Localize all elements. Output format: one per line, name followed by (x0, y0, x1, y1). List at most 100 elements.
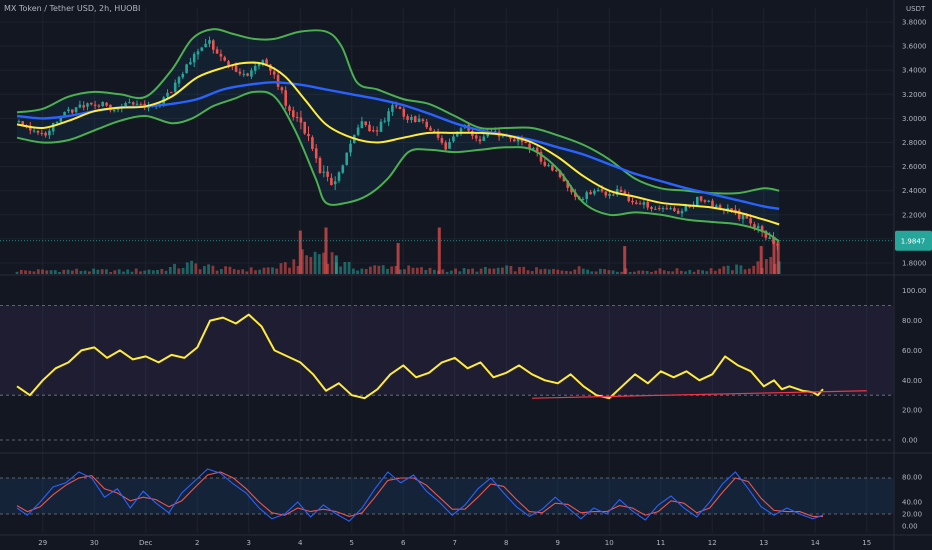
volume-bar (637, 270, 641, 274)
last-price-tag (895, 230, 932, 251)
candle-body (360, 121, 364, 129)
candle-body (421, 119, 425, 121)
volume-bar (228, 266, 232, 274)
candle-body (623, 191, 627, 195)
volume-bar (185, 262, 189, 274)
candle-body (67, 109, 70, 112)
candle-body (261, 60, 265, 64)
volume-bar (713, 270, 717, 274)
volume-bar (735, 264, 738, 274)
volume-bar (505, 265, 509, 274)
volume-bar (633, 271, 636, 274)
candle-body (429, 127, 432, 131)
candle-body (276, 74, 280, 87)
volume-bar (139, 271, 142, 274)
volume-bar (398, 269, 402, 274)
candle-body (745, 215, 749, 219)
volume-bar (62, 269, 66, 274)
candle-body (615, 189, 619, 195)
candle-body (196, 51, 200, 55)
volume-bar (156, 270, 159, 274)
fast-moving-average-line (16, 61, 780, 226)
volume-bar (211, 265, 215, 274)
candle-body (749, 218, 752, 224)
volume-bar (224, 266, 227, 274)
rsi-axis-tick-label: 20.00 (902, 407, 922, 415)
candle-body (349, 143, 352, 153)
volume-bar (313, 251, 317, 274)
volume-bar (403, 269, 406, 274)
volume-bar (339, 266, 342, 274)
candle-body (665, 208, 669, 210)
volume-spike (623, 246, 627, 274)
candle-body (288, 106, 291, 111)
volume-bar (488, 268, 491, 274)
volume-bar (83, 270, 87, 274)
candle-body (764, 230, 768, 238)
bollinger-lower-line (16, 90, 780, 243)
volume-bar (134, 268, 138, 274)
candle-body (82, 105, 85, 108)
volume-bar (262, 267, 266, 274)
volume-bar (518, 267, 521, 274)
candle-body (406, 116, 409, 120)
time-axis-tick-label: 2 (195, 539, 199, 547)
candle-body (284, 90, 287, 106)
candle-body (280, 87, 284, 91)
volume-bar (650, 271, 653, 274)
volume-bar (266, 267, 270, 274)
candle-body (250, 70, 253, 77)
volume-bar (105, 269, 108, 274)
time-axis-tick-label: 5 (350, 539, 354, 547)
candle-body (646, 201, 649, 208)
volume-bar (173, 263, 176, 274)
volume-bar (662, 270, 666, 274)
volume-bar (364, 269, 368, 274)
volume-bar (249, 267, 253, 274)
candle-body (650, 207, 653, 209)
candle-body (413, 116, 417, 122)
volume-bar (113, 270, 117, 274)
volume-bar (207, 264, 210, 274)
volume-bar (194, 263, 198, 274)
volume-spike (772, 236, 776, 274)
volume-bar (684, 271, 687, 274)
volume-bar (117, 269, 121, 274)
candle-body (448, 141, 451, 149)
candle-body (181, 74, 185, 78)
candle-body (707, 200, 710, 202)
time-axis-tick-label: 30 (90, 539, 99, 547)
volume-bar (526, 270, 530, 274)
stochastic-axis-tick-label: 40.00 (902, 499, 922, 507)
candle-body (402, 108, 406, 117)
time-axis-tick-label: 11 (656, 539, 665, 547)
volume-bar (748, 268, 751, 274)
candle-body (71, 109, 74, 113)
candle-body (74, 107, 78, 113)
volume-bar (535, 267, 538, 274)
volume-bar (28, 270, 32, 274)
volume-bar (317, 254, 321, 274)
price-axis-tick-label: 2.4000 (902, 187, 927, 195)
volume-spike (324, 227, 328, 274)
candle-body (474, 135, 478, 139)
candle-body (177, 77, 181, 84)
rsi-axis-tick-label: 80.00 (902, 317, 922, 325)
volume-spike (334, 255, 338, 274)
candle-body (741, 215, 745, 220)
volume-bar (616, 271, 619, 274)
candle-body (711, 200, 714, 208)
candle-body (318, 158, 322, 173)
candle-body (379, 121, 383, 132)
bollinger-band-fill (17, 29, 780, 242)
volume-bar (232, 269, 236, 274)
volume-bar (475, 271, 479, 274)
volume-bar (15, 271, 19, 274)
candle-body (566, 180, 569, 188)
volume-bar (654, 270, 658, 274)
volume-bar (424, 270, 428, 274)
volume-bar (203, 266, 206, 274)
candle-body (59, 117, 63, 122)
stochastic-pane: 80.00 40.00 20.00 0.00 (0, 468, 922, 531)
